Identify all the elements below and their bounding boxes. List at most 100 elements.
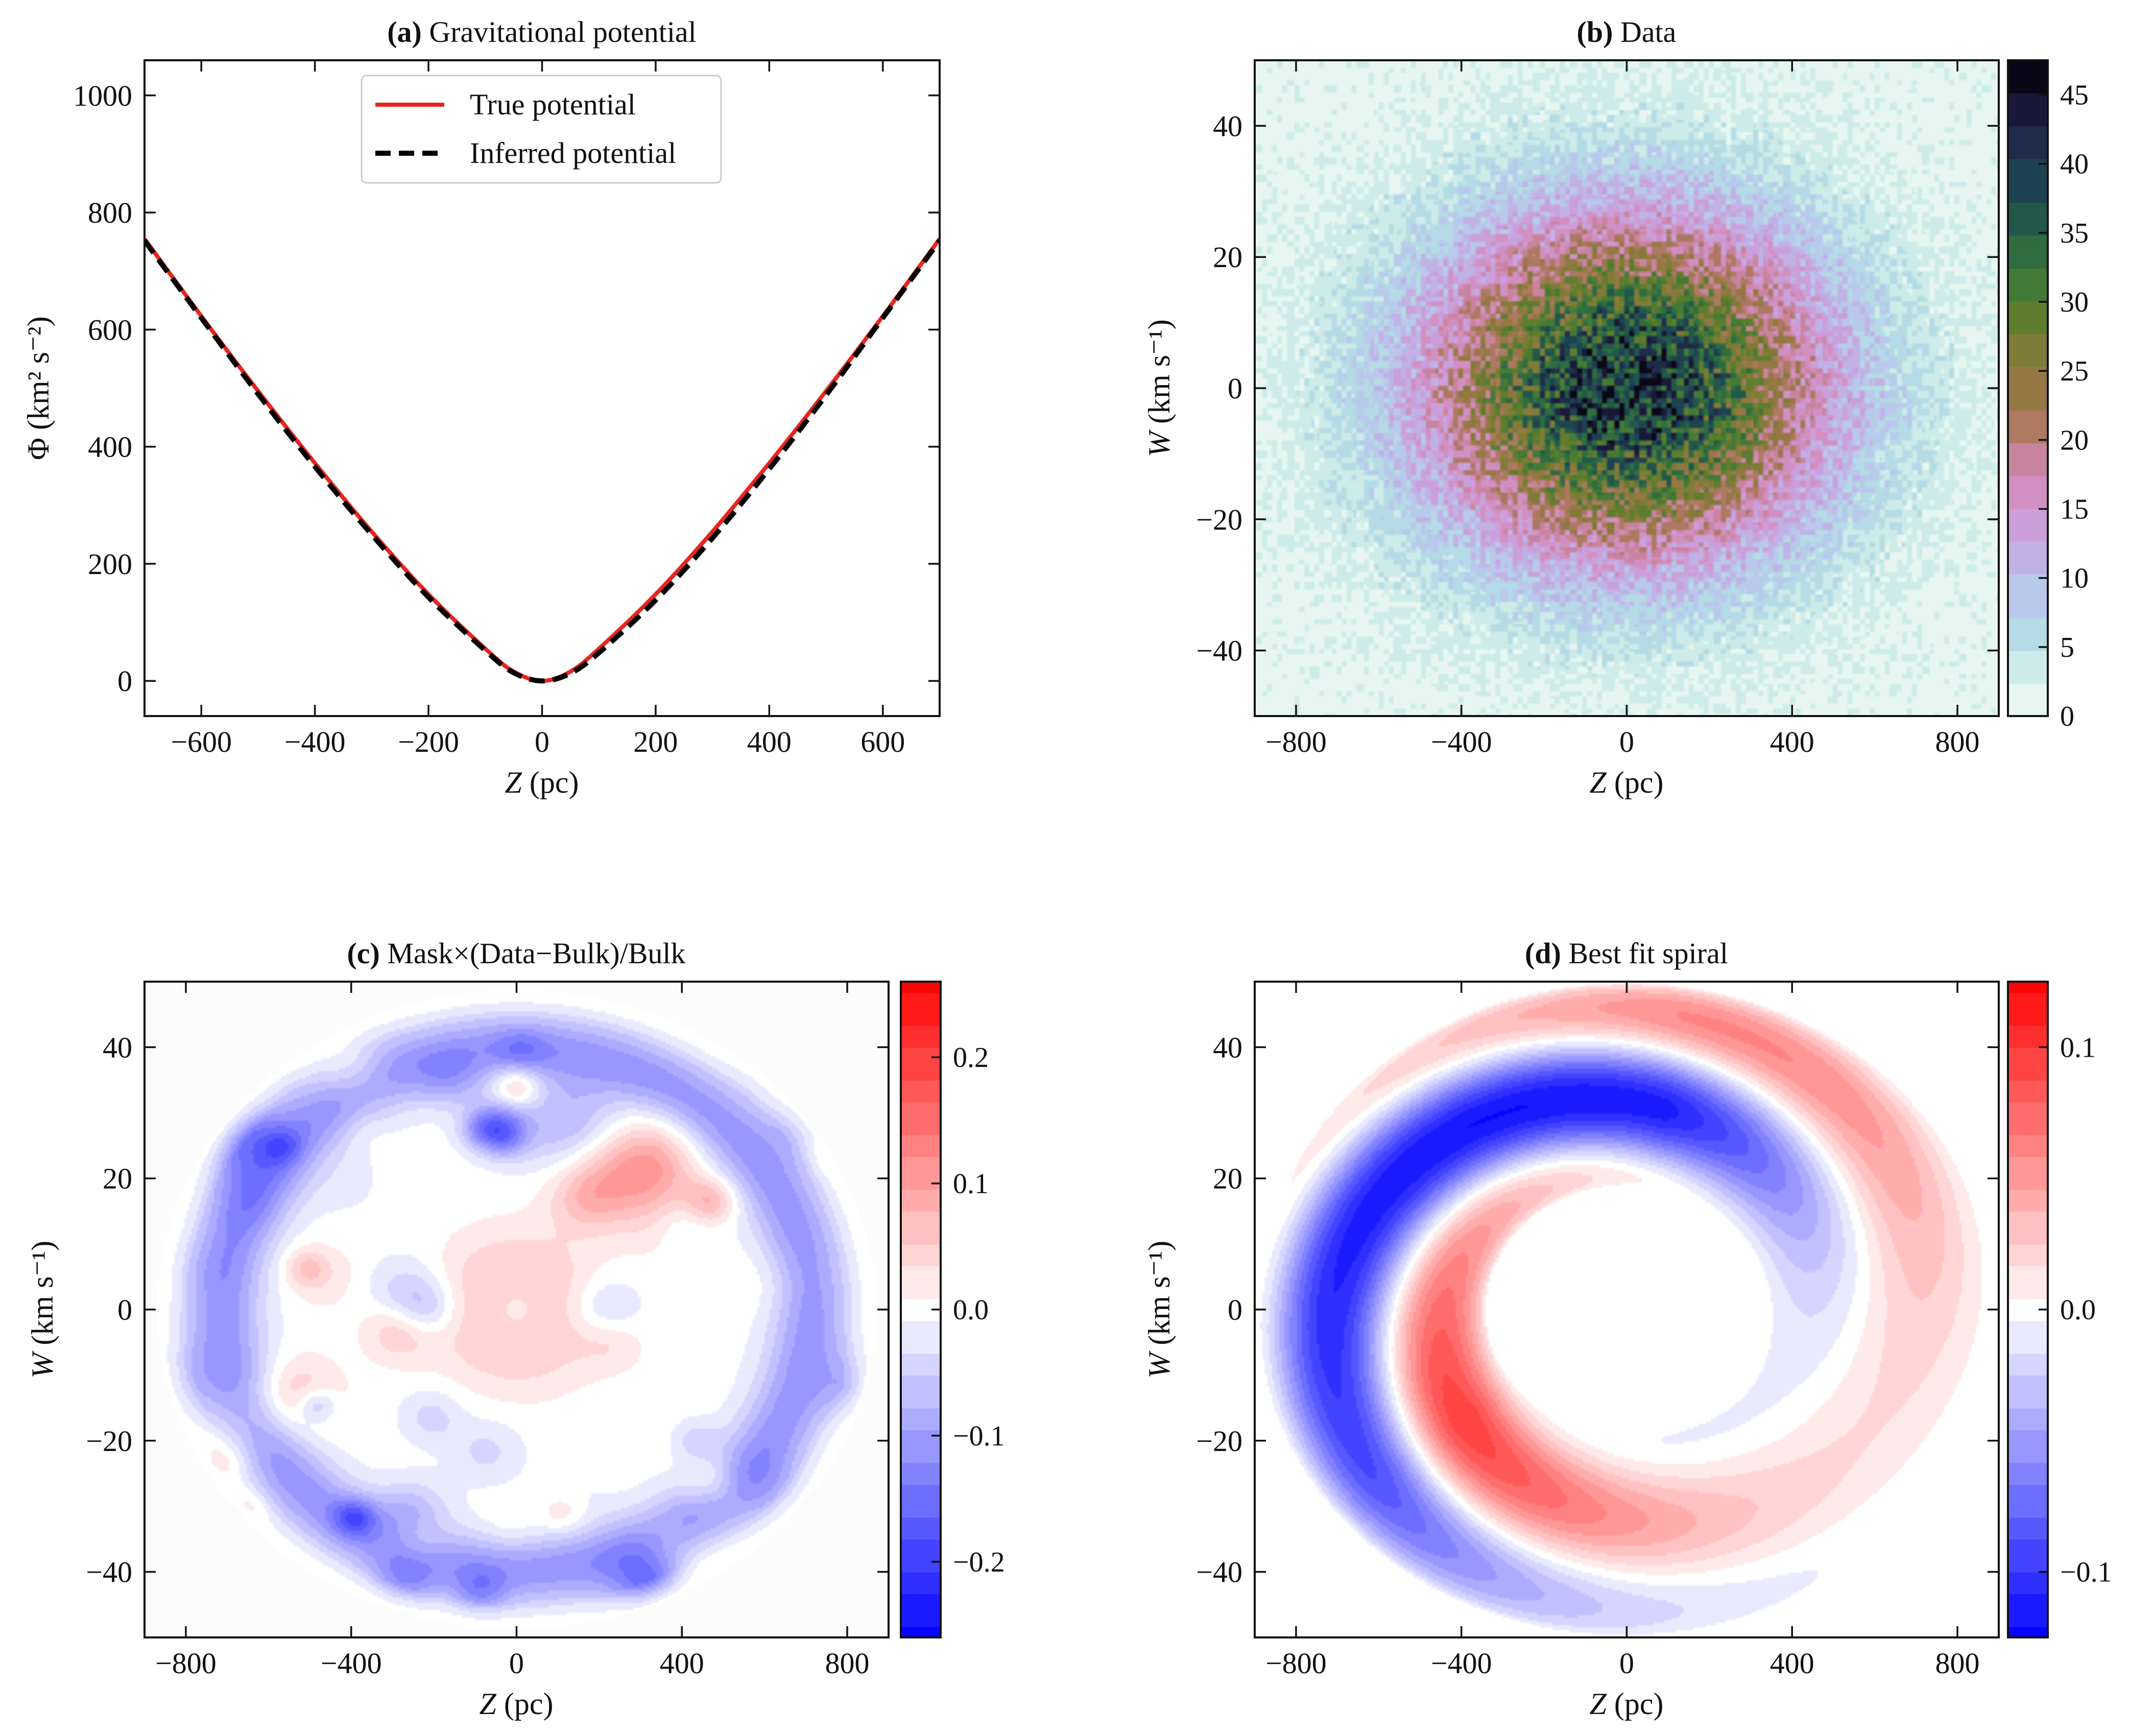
colorbar-segment <box>901 1276 941 1289</box>
x-tick-label: 0 <box>509 1647 524 1680</box>
colorbar-segment <box>901 1419 941 1431</box>
y-tick-label: 20 <box>1213 241 1242 274</box>
colorbar-segment <box>901 1167 941 1179</box>
colorbar-segment <box>901 1615 941 1627</box>
colorbar-segment <box>901 1364 941 1376</box>
colorbar-segment <box>901 1266 941 1277</box>
colorbar-segment <box>901 1517 941 1529</box>
colorbar-segment <box>901 1430 941 1441</box>
colorbar-segment <box>2008 1419 2048 1431</box>
colorbar-segment <box>2008 552 2048 564</box>
colorbar-segment <box>2008 290 2048 301</box>
colorbar-segment <box>901 1539 941 1551</box>
colorbar-segment <box>2008 1211 2048 1223</box>
colorbar-segment <box>901 1462 941 1474</box>
colorbar-segment <box>2008 639 2048 651</box>
colorbar-segment <box>2008 443 2048 455</box>
colorbar-segment <box>2008 1288 2048 1299</box>
colorbar-segment <box>2008 1626 2048 1638</box>
colorbar-segment <box>2008 497 2048 509</box>
colorbar-segment <box>901 1134 941 1146</box>
colorbar-segment <box>901 1124 941 1135</box>
colorbar-segment <box>2008 486 2048 498</box>
panel-a-title: (a) Gravitational potential <box>387 15 697 49</box>
panel-d-ylabel: W (km s⁻¹) <box>1142 1241 1176 1378</box>
panel-b-colorbar: 0 5 10 15 20 25 30 35 40 45 <box>2007 59 2089 732</box>
x-tick-label: 400 <box>1770 1647 1814 1680</box>
colorbar-tick-label: 0.0 <box>953 1294 989 1326</box>
colorbar-segment <box>901 1288 941 1299</box>
colorbar-segment <box>901 982 941 993</box>
colorbar-segment <box>2008 1583 2048 1595</box>
colorbar-tick-label: 0 <box>2060 701 2074 732</box>
y-tick-label: 0 <box>1228 372 1242 405</box>
colorbar-segment <box>2008 1003 2048 1015</box>
colorbar-segment <box>901 1178 941 1190</box>
colorbar-segment <box>901 1626 941 1638</box>
colorbar-segment <box>901 1561 941 1573</box>
colorbar-segment <box>2008 1375 2048 1387</box>
colorbar-segment <box>901 1091 941 1103</box>
colorbar-segment <box>901 1058 941 1070</box>
colorbar-segment <box>901 1189 941 1201</box>
colorbar-segment <box>2008 93 2048 105</box>
y-tick-label: 40 <box>1213 1031 1242 1064</box>
colorbar-segment <box>2008 574 2048 586</box>
panel-d-plot-area <box>1255 982 1999 1637</box>
colorbar-segment <box>901 1320 941 1332</box>
colorbar-segment <box>2008 1091 2048 1103</box>
colorbar-segment <box>2008 628 2048 640</box>
colorbar-segment <box>901 1156 941 1168</box>
panel-c-ylabel: W (km s⁻¹) <box>26 1241 59 1378</box>
colorbar-segment <box>2008 1397 2048 1409</box>
x-tick-label: −800 <box>155 1647 217 1680</box>
colorbar-segment <box>2008 1594 2048 1605</box>
panel-a-title-text: Gravitational potential <box>422 15 697 49</box>
colorbar-segment <box>2008 1134 2048 1146</box>
x-tick-label: 800 <box>1935 1647 1980 1680</box>
colorbar-segment <box>2008 1036 2048 1048</box>
colorbar-segment <box>2008 1014 2048 1026</box>
colorbar-segment <box>901 1353 941 1365</box>
colorbar-segment <box>2008 421 2048 433</box>
colorbar-segment <box>901 1583 941 1595</box>
panel-residual: (c) Mask×(Data−Bulk)/Bulk −800 −400 0 400 80… <box>26 937 1005 1721</box>
legend-label-true-potential: True potential <box>470 88 636 121</box>
colorbar-segment <box>901 1386 941 1398</box>
x-tick-label: 800 <box>1935 725 1980 758</box>
y-tick-label: 1000 <box>73 79 132 112</box>
panel-b-title: (b) Data <box>1577 15 1677 49</box>
colorbar-segment <box>2008 1342 2048 1354</box>
colorbar-segment <box>901 1473 941 1485</box>
panel-a-title-bold: (a) <box>387 15 422 49</box>
colorbar-segment <box>2008 82 2048 94</box>
panel-c-title: (c) Mask×(Data−Bulk)/Bulk <box>347 937 685 970</box>
y-tick-label: 0 <box>1228 1293 1242 1326</box>
colorbar-segment <box>2008 1462 2048 1474</box>
colorbar-segment <box>2008 148 2048 159</box>
panel-gravitational-potential: (a) Gravitational potential −600 −400 −200… <box>21 15 941 799</box>
colorbar-segment <box>2008 1495 2048 1507</box>
colorbar-segment <box>901 1375 941 1387</box>
x-tick-label: −400 <box>1431 725 1492 758</box>
colorbar-segment <box>2008 541 2048 553</box>
colorbar-segment <box>2008 235 2048 247</box>
colorbar-segment <box>901 1550 941 1562</box>
y-tick-label: 0 <box>117 664 132 698</box>
colorbar-segment <box>2008 1572 2048 1583</box>
colorbar-segment <box>2008 1408 2048 1419</box>
colorbar-segment <box>2008 213 2048 225</box>
colorbar-segment <box>2008 246 2048 258</box>
colorbar-segment <box>2008 115 2048 127</box>
colorbar-segment <box>901 1506 941 1518</box>
panel-d-spiral-map <box>1255 982 1999 1637</box>
y-tick-label: 20 <box>1213 1162 1242 1195</box>
colorbar-segment <box>2008 705 2048 717</box>
colorbar-segment <box>2008 1484 2048 1496</box>
colorbar-segment <box>901 1200 941 1212</box>
y-tick-label: 600 <box>88 313 132 346</box>
colorbar-frame <box>2007 59 2049 717</box>
colorbar-segment <box>2008 1058 2048 1070</box>
colorbar-segment <box>2008 596 2048 607</box>
